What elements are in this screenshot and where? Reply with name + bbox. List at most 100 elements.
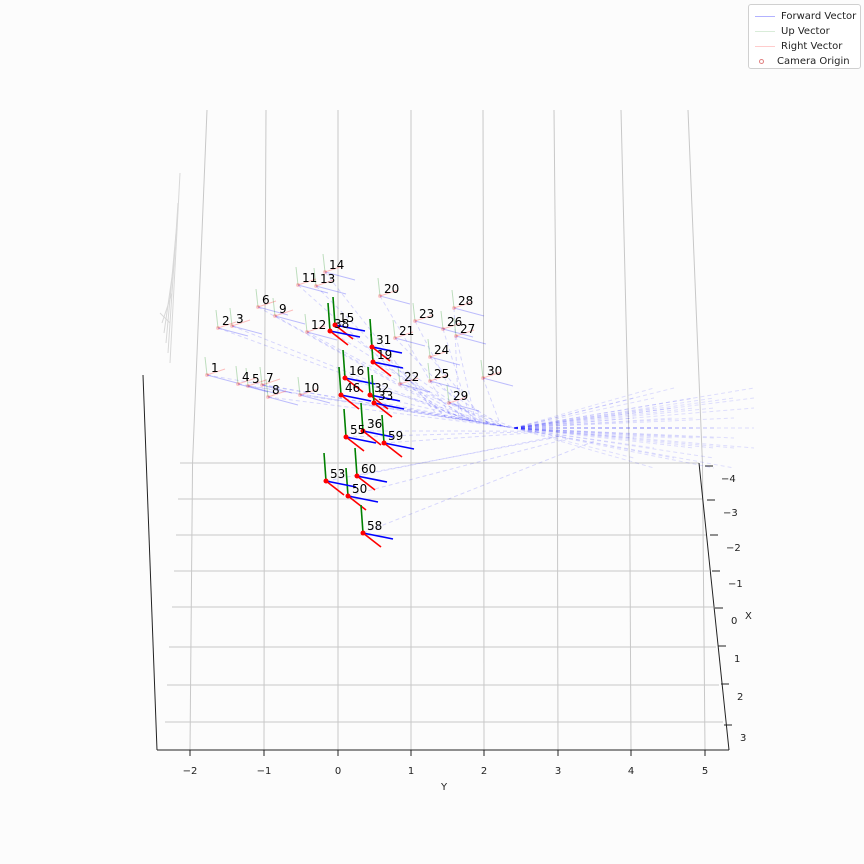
right-vector-21: [394, 331, 414, 339]
camera-origin-6: [256, 305, 260, 309]
right-vector-3: [231, 319, 251, 327]
forward-ray-25: [429, 380, 503, 427]
right-vector-12: [306, 325, 326, 333]
camera-origin-21: [393, 336, 397, 340]
camera-vectors: [204, 253, 755, 548]
right-vector-33: [373, 402, 393, 418]
right-vector-53: [325, 480, 345, 496]
up-vector-60: [354, 447, 358, 477]
camera-label-1: 1: [211, 361, 219, 375]
camera-origin-8: [266, 395, 270, 399]
camera-origin-60: [354, 473, 360, 479]
camera-label-22: 22: [404, 370, 419, 384]
side-grid-line: [165, 232, 177, 344]
forward-ray-ext-16: [513, 427, 675, 459]
camera-label-8: 8: [272, 383, 280, 397]
camera-origin-32: [367, 392, 373, 398]
up-vector-6: [255, 288, 259, 308]
camera-label-28: 28: [458, 294, 473, 308]
right-vector-19: [372, 361, 392, 377]
up-vector-3: [229, 307, 233, 327]
side-grid-line: [161, 292, 173, 324]
camera-label-6: 6: [262, 293, 270, 307]
right-vector-50: [347, 495, 367, 511]
forward-ray-ext-36: [513, 387, 655, 429]
forward-vector-29: [448, 402, 480, 412]
right-vector-4: [237, 377, 257, 385]
right-vector-10: [299, 388, 319, 396]
up-vector-21: [392, 319, 396, 339]
camera-origin-30: [481, 376, 485, 380]
y-tick-label: 4: [628, 766, 634, 777]
y-tick-label: −1: [257, 766, 272, 777]
right-vector-55: [345, 436, 365, 452]
right-vector-60: [356, 475, 376, 491]
forward-ray-50: [347, 437, 572, 497]
forward-ray-ext-8: [513, 427, 655, 469]
forward-ray-26: [442, 328, 472, 422]
up-vector-50: [345, 467, 349, 497]
forward-vector-50: [347, 495, 379, 503]
forward-ray-3: [231, 325, 470, 422]
forward-ray-ext-24: [513, 427, 695, 449]
forward-ray-31: [371, 346, 483, 424]
wall-grid-line: [553, 109, 558, 464]
forward-ray-ext-60: [513, 427, 715, 449]
forward-vector-60: [356, 475, 388, 483]
y-axis-label: Y: [440, 782, 448, 793]
forward-ray-24: [429, 356, 489, 425]
right-vector-9: [274, 309, 294, 317]
forward-ray-7: [261, 384, 506, 427]
right-vector-20: [379, 289, 399, 297]
side-grid-line: [167, 202, 179, 354]
up-vector-25: [427, 362, 431, 382]
right-vector-14: [324, 265, 344, 273]
up-vector-16: [342, 349, 346, 379]
up-vector-5: [245, 367, 249, 387]
up-vector-28: [451, 289, 455, 309]
forward-ray-ext-19: [513, 397, 735, 429]
forward-vector-13: [315, 285, 347, 295]
x-tick-label: 2: [737, 692, 743, 703]
forward-ray-21: [394, 337, 478, 423]
camera-label-5: 5: [252, 372, 260, 386]
right-vector-7: [261, 378, 281, 386]
forward-ray-ext-38: [513, 407, 695, 429]
camera-origin-2: [216, 326, 220, 330]
forward-ray-22: [399, 383, 505, 427]
floor-grid-line: [556, 462, 559, 751]
up-vector-24: [427, 338, 431, 358]
forward-vector-53: [325, 480, 357, 488]
camera-label-32: 32: [374, 381, 389, 395]
camera-origin-3: [230, 324, 234, 328]
camera-origin-58: [360, 530, 366, 536]
x-tick-label: 0: [731, 616, 737, 627]
right-vector-46: [340, 394, 360, 410]
legend-up-label: Up Vector: [781, 25, 830, 37]
camera-label-21: 21: [399, 324, 414, 338]
right-vector-8: [267, 390, 287, 398]
camera-origin-16: [342, 375, 348, 381]
forward-vector-2: [217, 327, 249, 337]
legend-origin-label: Camera Origin: [777, 55, 850, 67]
right-vector-25: [429, 374, 449, 382]
forward-vector-20: [379, 295, 411, 305]
right-vector-16: [344, 377, 364, 393]
camera-origin-19: [370, 359, 376, 365]
forward-ray-53: [325, 435, 563, 482]
camera-labels: 12 34 567891011121314151619202122232425262…: [211, 258, 502, 533]
camera-label-2: 2: [222, 314, 230, 328]
forward-ray-8: [267, 396, 513, 429]
right-vector-27: [455, 329, 475, 337]
right-vector-26: [442, 322, 462, 330]
up-vector-36: [360, 402, 364, 432]
up-vector-59: [381, 414, 385, 444]
forward-vector-1: [206, 374, 238, 384]
wall-grid-line: [687, 109, 703, 464]
camera-label-33: 33: [378, 389, 393, 403]
up-vector-14: [322, 253, 326, 273]
legend-entry-right: Right Vector: [755, 39, 842, 53]
forward-ray-ext-5: [513, 427, 735, 439]
forward-ray-23: [414, 320, 468, 421]
